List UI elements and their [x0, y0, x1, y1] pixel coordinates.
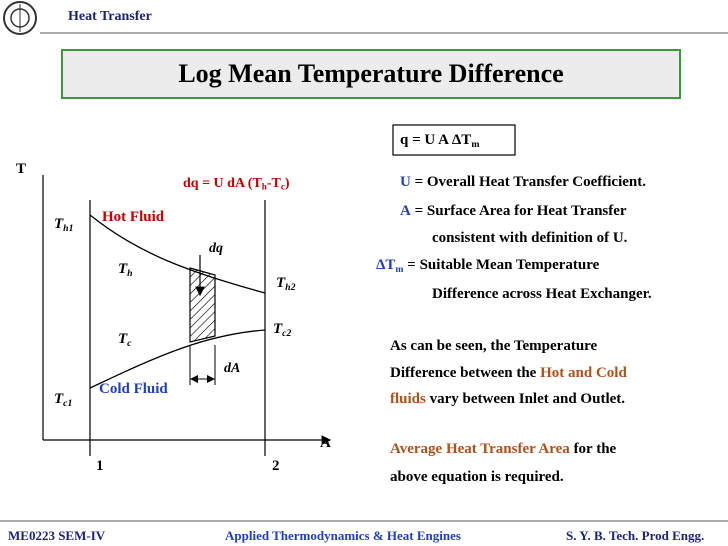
text: = Suitable Mean Temperature [407, 257, 600, 273]
text: T [118, 331, 128, 347]
tc2: Tc2 [273, 320, 291, 343]
x-axis-label: A [320, 435, 331, 451]
text: T [54, 216, 64, 232]
cold-fluid: Cold Fluid [99, 381, 168, 397]
definition-cont: Difference across Heat Exchanger. [432, 286, 652, 302]
th1: Th1 [54, 215, 73, 238]
text: T [276, 275, 286, 291]
sub: h1 [63, 222, 74, 234]
hot-fluid: Hot Fluid [102, 209, 165, 225]
equation: q = U A ΔTm [400, 131, 479, 154]
highlight: Hot and Cold [540, 365, 627, 381]
text: dq = U dA (T [183, 176, 262, 191]
note-line: Difference between the Hot and Cold [390, 364, 627, 382]
text: T [273, 321, 283, 337]
station-label: 1 [96, 458, 104, 474]
sub: c2 [282, 327, 292, 339]
note-line: fluids vary between Inlet and Outlet. [390, 390, 625, 408]
title: Log Mean Temperature Difference [178, 59, 564, 88]
text: Difference between the [390, 365, 541, 381]
text: = Overall Heat Transfer Coefficient. [414, 174, 646, 190]
text: = Surface Area for Heat Transfer [414, 203, 627, 219]
logo [3, 1, 37, 35]
sub: m [395, 263, 404, 275]
sub: c [280, 181, 285, 192]
da-label: dA [224, 361, 241, 376]
equation-main: q = U A ΔT [400, 132, 472, 148]
symbol: A [400, 203, 411, 219]
course: Heat Transfer [68, 9, 152, 24]
text: -T [266, 176, 281, 191]
highlight: Average Heat Transfer Area [390, 441, 570, 457]
definition: U = Overall Heat Transfer Coefficient. [400, 173, 646, 196]
sub: h [127, 267, 133, 279]
hot-curve [89, 214, 266, 294]
sub: h2 [285, 281, 296, 293]
symbol: ΔT [376, 257, 396, 273]
y-axis-label: T [16, 161, 27, 177]
requirement-line: Average Heat Transfer Area for the [390, 440, 616, 458]
definition: A = Surface Area for Heat Transfer [400, 202, 627, 225]
station-label: 2 [272, 458, 280, 474]
sub: c [127, 337, 132, 349]
text: As can be seen, the Temperature [390, 338, 598, 354]
text: vary between Inlet and Outlet. [425, 391, 626, 407]
cold-curve [89, 329, 266, 389]
definition-cont: consistent with definition of U. [432, 230, 628, 246]
note-line: As can be seen, the Temperature [390, 337, 597, 355]
equation-sub: m [471, 138, 480, 150]
text: T [54, 391, 64, 407]
footer-center: Applied Thermodynamics & Heat Engines [225, 528, 461, 543]
text: for the [569, 441, 617, 457]
th2: Th2 [276, 274, 295, 297]
text: ) [284, 176, 290, 191]
requirement-line: above equation is required. [390, 468, 564, 486]
definition: ΔTm = Suitable Mean Temperature [376, 256, 599, 279]
highlight: fluids [390, 391, 426, 407]
text: T [118, 261, 128, 277]
tc: Tc [118, 330, 132, 353]
symbol: U [400, 174, 411, 190]
element-strip [189, 267, 216, 343]
footer-left: ME0223 SEM-IV [8, 528, 106, 543]
dq-label: dq [209, 241, 223, 256]
footer-right: S. Y. B. Tech. Prod Engg. [566, 528, 705, 543]
tc1: Tc1 [54, 390, 72, 413]
sub: h [261, 181, 267, 192]
equation-box [392, 124, 516, 156]
text: above equation is required. [390, 469, 564, 485]
sub: c1 [63, 397, 73, 409]
differential: dq = U dA (Th-Tc) [183, 175, 290, 196]
title-box [61, 49, 681, 99]
th: Th [118, 260, 133, 283]
